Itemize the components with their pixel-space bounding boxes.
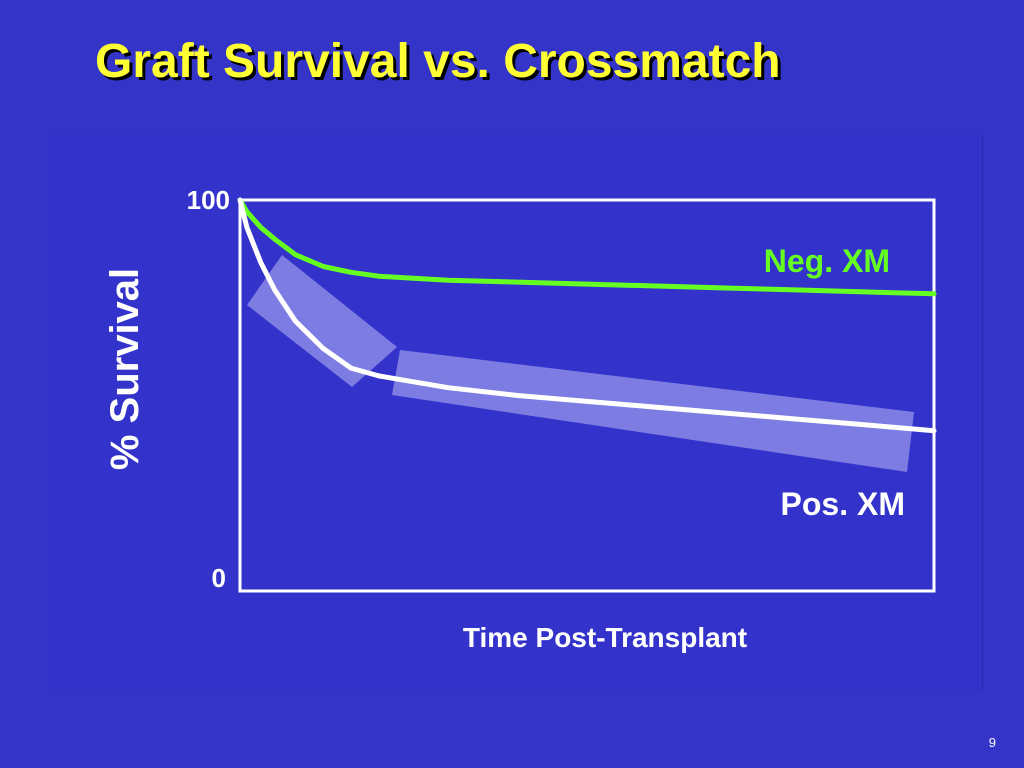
page-number: 9 (988, 735, 996, 750)
highlight-band-early (247, 255, 397, 387)
series-label-pos-xm: Pos. XM (781, 486, 905, 522)
x-axis-label: Time Post-Transplant (463, 622, 747, 653)
plot-frame (238, 198, 936, 593)
highlight-band-late (392, 350, 914, 472)
series-label-neg-xm: Neg. XM (764, 243, 890, 279)
series-lines (237, 197, 937, 434)
highlight-bands (247, 255, 914, 472)
chart-labels: 100 0 Time Post-Transplant % Survival Neg. X… (103, 185, 905, 653)
y-axis-label: % Survival (103, 268, 147, 470)
slide-title: Graft Survival vs. Crossmatch (95, 35, 781, 88)
y-tick-label: 0 (212, 563, 226, 593)
series-line-pos-xm (237, 197, 937, 434)
y-tick-label: 100 (187, 185, 230, 215)
chart-panel: 100 0 Time Post-Transplant % Survival Neg. X… (52, 135, 983, 690)
chart: 100 0 Time Post-Transplant % Survival Neg. X… (103, 185, 937, 653)
series-line-neg-xm (237, 197, 937, 297)
